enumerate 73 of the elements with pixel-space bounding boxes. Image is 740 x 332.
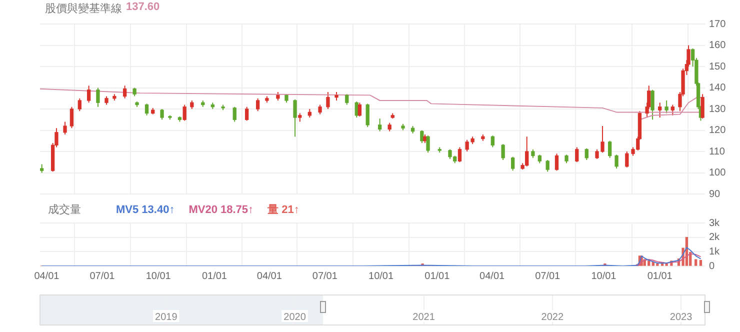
candlestick xyxy=(554,153,559,172)
candlestick xyxy=(358,102,362,117)
candlestick xyxy=(426,135,430,154)
y-tick-label: 130 xyxy=(709,104,726,115)
candlestick xyxy=(293,98,297,138)
candlestick xyxy=(490,135,495,148)
candlestick xyxy=(546,160,550,172)
candlestick xyxy=(575,146,579,163)
text: 量 21↑ xyxy=(268,204,300,216)
x-tick-label: 04/01 xyxy=(34,270,60,282)
chart-title: 成交量 xyxy=(48,202,81,217)
candlestick xyxy=(658,102,662,118)
text: MV20 18.75↑ xyxy=(188,204,254,216)
candlestick xyxy=(525,136,529,167)
candlestick xyxy=(345,94,349,106)
candlestick xyxy=(182,104,186,122)
text: MV5 13.40↑ xyxy=(116,204,175,216)
x-tick-label: 01/01 xyxy=(424,270,450,282)
y-tick-label: 170 xyxy=(709,18,726,30)
candlestick xyxy=(144,103,149,116)
candlestick xyxy=(244,106,249,122)
x2-tick-label: 2020 xyxy=(284,312,306,323)
x2-tick-label: 2021 xyxy=(412,312,436,323)
candlestick xyxy=(608,140,612,158)
candlestick xyxy=(700,94,704,120)
y-tick-label: 1k xyxy=(709,246,721,258)
x-tick-label: 01/01 xyxy=(647,270,673,282)
candlestick xyxy=(378,118,382,132)
chart-title: 股價與變基準線 xyxy=(45,2,122,16)
candlestick xyxy=(78,98,82,112)
y-tick-label: 110 xyxy=(709,146,726,158)
candlestick xyxy=(614,154,618,169)
x2-tick-label: 2022 xyxy=(541,312,564,323)
y-tick-label: 2k xyxy=(709,232,721,244)
y-tick-label: 150 xyxy=(709,61,726,72)
candlestick xyxy=(160,108,164,120)
x-tick-label: 04/01 xyxy=(480,270,506,282)
candlestick xyxy=(318,104,322,115)
candlestick xyxy=(510,156,515,172)
y-tick-label: 100 xyxy=(709,168,726,178)
x-tick-label: 07/01 xyxy=(535,270,561,282)
candlestick xyxy=(650,89,654,120)
candlestick xyxy=(501,144,505,160)
candlestick xyxy=(232,106,236,122)
candlestick xyxy=(63,121,67,135)
candlestick xyxy=(664,100,668,114)
x-tick-label: 10/01 xyxy=(591,270,617,282)
candlestick xyxy=(326,92,330,110)
candlestick xyxy=(458,146,462,163)
y-tick-label: 0 xyxy=(709,260,715,272)
x-tick-label: 10/01 xyxy=(368,270,394,282)
y-tick-label: 3k xyxy=(709,218,721,229)
x-tick-label: 01/01 xyxy=(202,270,228,282)
candlestick xyxy=(86,85,91,104)
candlestick xyxy=(625,151,629,168)
x2-tick-label: 2019 xyxy=(155,312,178,323)
candlestick xyxy=(366,103,370,128)
y-tick-label: 90 xyxy=(709,188,721,200)
y-tick-label: 160 xyxy=(709,40,726,51)
x2-tick-label: 2023 xyxy=(670,312,693,323)
candlestick xyxy=(256,98,260,112)
x-tick-label: 10/01 xyxy=(146,270,172,282)
y-tick-label: 120 xyxy=(709,125,726,136)
text: 137.60 xyxy=(126,1,160,13)
x-tick-label: 07/01 xyxy=(312,270,338,282)
x-tick-label: 04/01 xyxy=(256,270,282,282)
candlestick xyxy=(122,85,127,99)
candlestick xyxy=(670,104,674,116)
candlestick xyxy=(70,106,74,129)
y-tick-label: 140 xyxy=(709,82,726,94)
x-tick-label: 07/01 xyxy=(90,270,116,282)
candlestick xyxy=(584,148,588,160)
candlestick xyxy=(96,87,100,108)
